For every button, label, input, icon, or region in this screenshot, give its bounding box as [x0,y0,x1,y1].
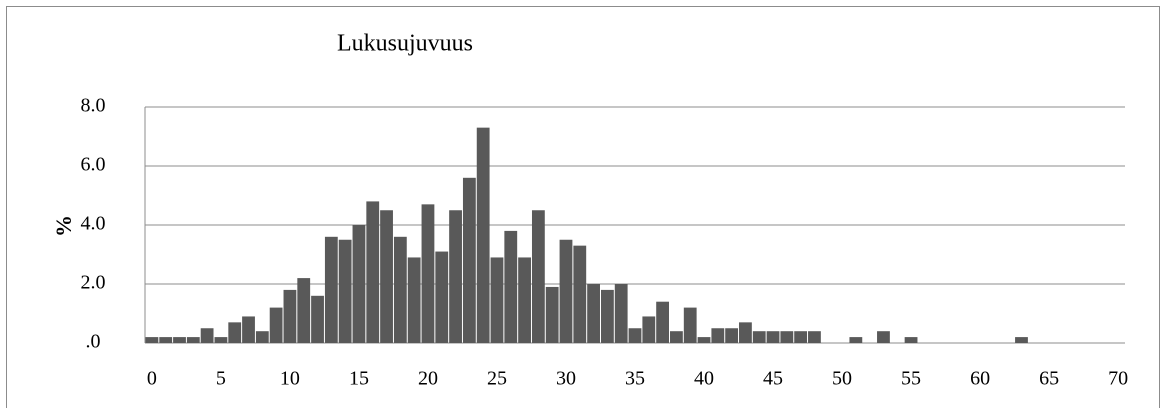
bar [711,328,725,343]
bar [352,225,366,343]
bar [531,210,545,343]
x-tick-label: 10 [280,368,300,390]
bar [449,210,462,343]
bar [752,331,766,343]
bar [1015,337,1028,343]
bar [324,236,338,343]
bar [808,331,821,343]
y-tick-label: 4.0 [81,213,106,235]
y-tick-label: 8.0 [81,95,106,117]
bar [545,286,559,343]
bar [173,337,186,343]
bar [242,316,255,343]
bar [780,331,794,343]
chart-title: Lukusujuvuus [337,31,473,57]
y-tick-label: 2.0 [81,272,106,294]
x-tick-label: 55 [901,368,921,390]
bar [159,337,173,343]
x-tick-label: 45 [763,368,783,390]
x-tick-label: 20 [418,368,438,390]
chart-frame [6,6,1160,408]
bar [490,257,504,343]
x-tick-label: 70 [1108,368,1128,390]
bar [904,337,918,343]
bar [186,337,200,343]
x-tick-label: 5 [216,368,226,390]
bar [214,337,228,343]
x-tick-label: 25 [487,368,507,390]
bar [628,328,642,343]
bar [697,337,711,343]
bar [725,328,739,343]
bar [407,257,421,343]
x-tick-label: 40 [694,368,714,390]
y-tick-label: 6.0 [81,154,106,176]
y-tick-label: .0 [86,331,101,353]
bar [462,177,476,343]
bar [877,331,890,343]
bar [683,307,697,343]
bar [366,201,380,343]
bar [421,204,435,343]
bar [476,127,490,344]
bar [435,251,449,343]
bar [338,239,352,343]
bar [283,289,297,343]
bar [393,236,407,343]
bar [739,322,752,343]
bar [380,210,393,343]
bar [228,322,242,343]
bar [145,337,159,343]
bar [614,284,628,343]
bar [600,289,614,343]
bar [642,316,656,343]
x-tick-label: 50 [832,368,852,390]
bar [255,331,269,343]
bar [849,337,863,343]
bar [200,328,214,343]
bar [559,239,573,343]
x-tick-label: 30 [556,368,576,390]
bar [656,301,670,343]
x-tick-label: 0 [147,368,157,390]
y-axis-label: % [51,215,76,237]
x-tick-label: 60 [970,368,990,390]
bar [269,307,283,343]
x-tick-label: 35 [625,368,645,390]
bar [573,245,587,343]
bar [766,331,780,343]
bar [518,257,531,343]
bar [297,278,311,343]
x-tick-label: 15 [349,368,369,390]
bar [587,284,600,343]
bar [794,331,808,343]
bar [311,295,324,343]
bar [670,331,683,343]
bar [504,230,518,343]
x-tick-label: 65 [1039,368,1059,390]
